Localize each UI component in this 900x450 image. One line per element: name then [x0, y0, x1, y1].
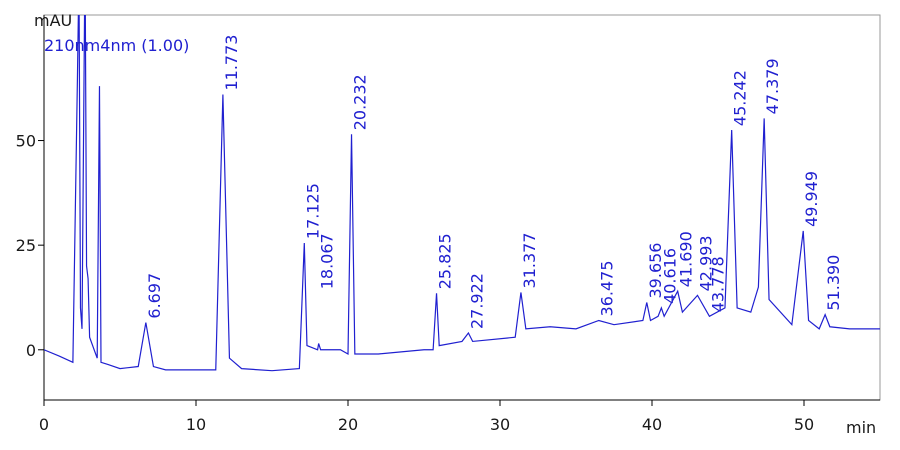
peak-label: 31.377 — [520, 232, 539, 288]
x-tick-label: 40 — [642, 415, 662, 434]
y-tick-label: 25 — [16, 236, 36, 255]
peak-label: 18.067 — [318, 233, 337, 289]
peak-label: 47.379 — [763, 58, 782, 114]
x-tick-label: 50 — [794, 415, 814, 434]
peak-label: 43.778 — [708, 256, 727, 312]
peak-label: 40.616 — [660, 248, 679, 304]
peak-label: 25.825 — [436, 233, 455, 289]
peak-label: 11.773 — [222, 35, 241, 91]
peak-label: 20.232 — [351, 74, 370, 130]
x-tick-label: 20 — [338, 415, 358, 434]
peak-label: 42.993 — [696, 235, 715, 291]
trace-group — [44, 15, 880, 372]
y-axis-label: mAU — [34, 11, 72, 30]
peak-label: 45.242 — [731, 70, 750, 126]
peak-label: 49.949 — [802, 171, 821, 227]
peak-label: 27.922 — [467, 273, 486, 329]
y-tick-label: 50 — [16, 132, 36, 151]
x-axis-label: min — [846, 418, 876, 437]
peak-label: 41.690 — [677, 231, 696, 287]
plot-frame — [43, 14, 881, 401]
peak-label: 36.475 — [597, 261, 616, 317]
x-tick-label: 30 — [490, 415, 510, 434]
peak-label: 6.697 — [145, 273, 164, 319]
chromatogram-trace — [44, 15, 880, 372]
chart-title: 210nm4nm (1.00) — [44, 36, 189, 55]
y-tick-label: 0 — [26, 341, 36, 360]
peak-label: 51.390 — [824, 255, 843, 311]
peak-label: 39.656 — [646, 243, 665, 299]
x-tick-label: 0 — [39, 415, 49, 434]
x-tick-label: 10 — [186, 415, 206, 434]
peak-label: 17.125 — [303, 183, 322, 239]
